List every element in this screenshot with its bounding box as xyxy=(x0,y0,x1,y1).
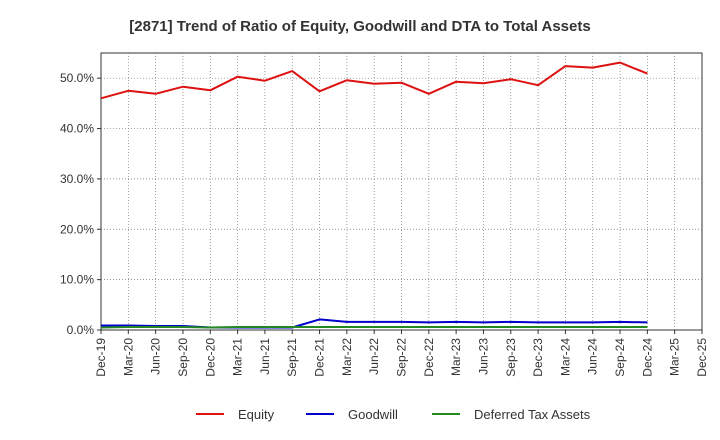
x-tick-label: Sep-20 xyxy=(176,338,190,377)
x-tick-label: Jun-22 xyxy=(367,338,381,375)
x-tick-label: Sep-23 xyxy=(504,338,518,377)
vertical-gridlines xyxy=(127,53,676,330)
x-tick-label: Dec-23 xyxy=(531,338,545,377)
legend-label: Deferred Tax Assets xyxy=(474,407,591,422)
y-tick-label: 50.0% xyxy=(60,71,94,85)
legend-label: Goodwill xyxy=(348,407,398,422)
x-tick-label: Dec-20 xyxy=(203,338,217,377)
chart-title: [2871] Trend of Ratio of Equity, Goodwil… xyxy=(129,18,590,35)
x-tick-label: Mar-20 xyxy=(121,338,135,376)
legend-label: Equity xyxy=(238,407,275,422)
y-axis-ticks: 0.0% 10.0% 20.0% 30.0% 40.0% 50.0% xyxy=(60,71,101,337)
horizontal-gridlines xyxy=(101,77,702,280)
x-tick-label: Mar-25 xyxy=(668,338,682,376)
x-tick-label: Sep-22 xyxy=(395,338,409,377)
x-axis-ticks: Dec-19 Mar-20 Jun-20 Sep-20 Dec-20 Mar-21 Jun-… xyxy=(94,330,709,377)
x-tick-label: Sep-24 xyxy=(613,338,627,377)
x-tick-label: Dec-19 xyxy=(94,338,108,377)
x-tick-label: Dec-24 xyxy=(640,338,654,377)
y-tick-label: 20.0% xyxy=(60,222,94,236)
x-tick-label: Jun-21 xyxy=(258,338,272,375)
x-tick-label: Dec-25 xyxy=(695,338,709,377)
y-tick-label: 40.0% xyxy=(60,122,94,136)
x-tick-label: Mar-21 xyxy=(231,338,245,376)
x-tick-label: Jun-24 xyxy=(586,338,600,375)
x-tick-label: Dec-21 xyxy=(313,338,327,377)
legend: Equity Goodwill Deferred Tax Assets xyxy=(196,407,591,422)
x-tick-label: Jun-23 xyxy=(476,338,490,375)
x-tick-label: Sep-21 xyxy=(285,338,299,377)
y-tick-label: 0.0% xyxy=(67,323,95,337)
x-tick-label: Mar-22 xyxy=(340,338,354,376)
x-tick-label: Jun-20 xyxy=(149,338,163,375)
x-tick-label: Mar-23 xyxy=(449,338,463,376)
series-lines xyxy=(100,61,648,329)
series-line-deferred-tax-assets xyxy=(100,326,648,329)
y-tick-label: 30.0% xyxy=(60,172,94,186)
x-tick-label: Mar-24 xyxy=(558,338,572,376)
y-tick-label: 10.0% xyxy=(60,273,94,287)
series-line-equity xyxy=(100,61,648,100)
x-tick-label: Dec-22 xyxy=(422,338,436,377)
